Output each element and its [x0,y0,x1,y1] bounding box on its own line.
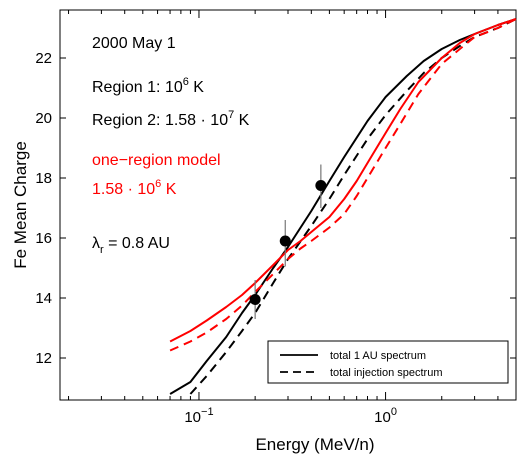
y-tick-label-5: 22 [35,50,52,67]
axis-tick-labels: 12 14 16 18 20 22 10−1 100 [35,50,397,426]
x-axis-title: Energy (MeV/n) [255,435,374,454]
data-point-1 [279,235,291,247]
legend-box [267,340,509,384]
x-tick-label-1: 100 [374,406,397,426]
y-tick-label-1: 14 [35,290,52,307]
series-line-3 [169,18,517,352]
x-tick-label-0: 10−1 [184,406,213,426]
date-annotation: 2000 May 1 [92,35,176,52]
y-tick-label-4: 20 [35,110,52,127]
axis-ticks [60,10,517,400]
data-points [249,164,327,319]
y-tick-label-0: 12 [35,350,52,367]
region2-annotation: Region 2: 1.58 · 107 K [92,109,250,129]
lambda-annotation: λr = 0.8 AU [92,235,170,256]
legend: total 1 AU spectrum total injection spec… [267,340,509,384]
data-point-0 [249,294,261,305]
legend-entry-dashed: total injection spectrum [330,367,443,379]
series-line-2 [169,18,517,343]
region1-annotation: Region 1: 106 K [92,76,204,96]
y-tick-label-2: 16 [35,230,52,247]
model-annotation-line2: 1.58 · 106 K [92,178,177,198]
legend-entry-solid: total 1 AU spectrum [330,350,426,362]
annotations: 2000 May 1 Region 1: 106 K Region 2: 1.5… [92,35,250,256]
model-annotation-line1: one−region model [92,152,221,169]
model-curves [169,18,517,395]
y-tick-label-3: 18 [35,170,52,187]
series-line-1 [189,18,517,395]
y-axis-title: Fe Mean Charge [11,141,30,269]
series-line-0 [169,18,517,395]
data-point-2 [315,180,327,191]
